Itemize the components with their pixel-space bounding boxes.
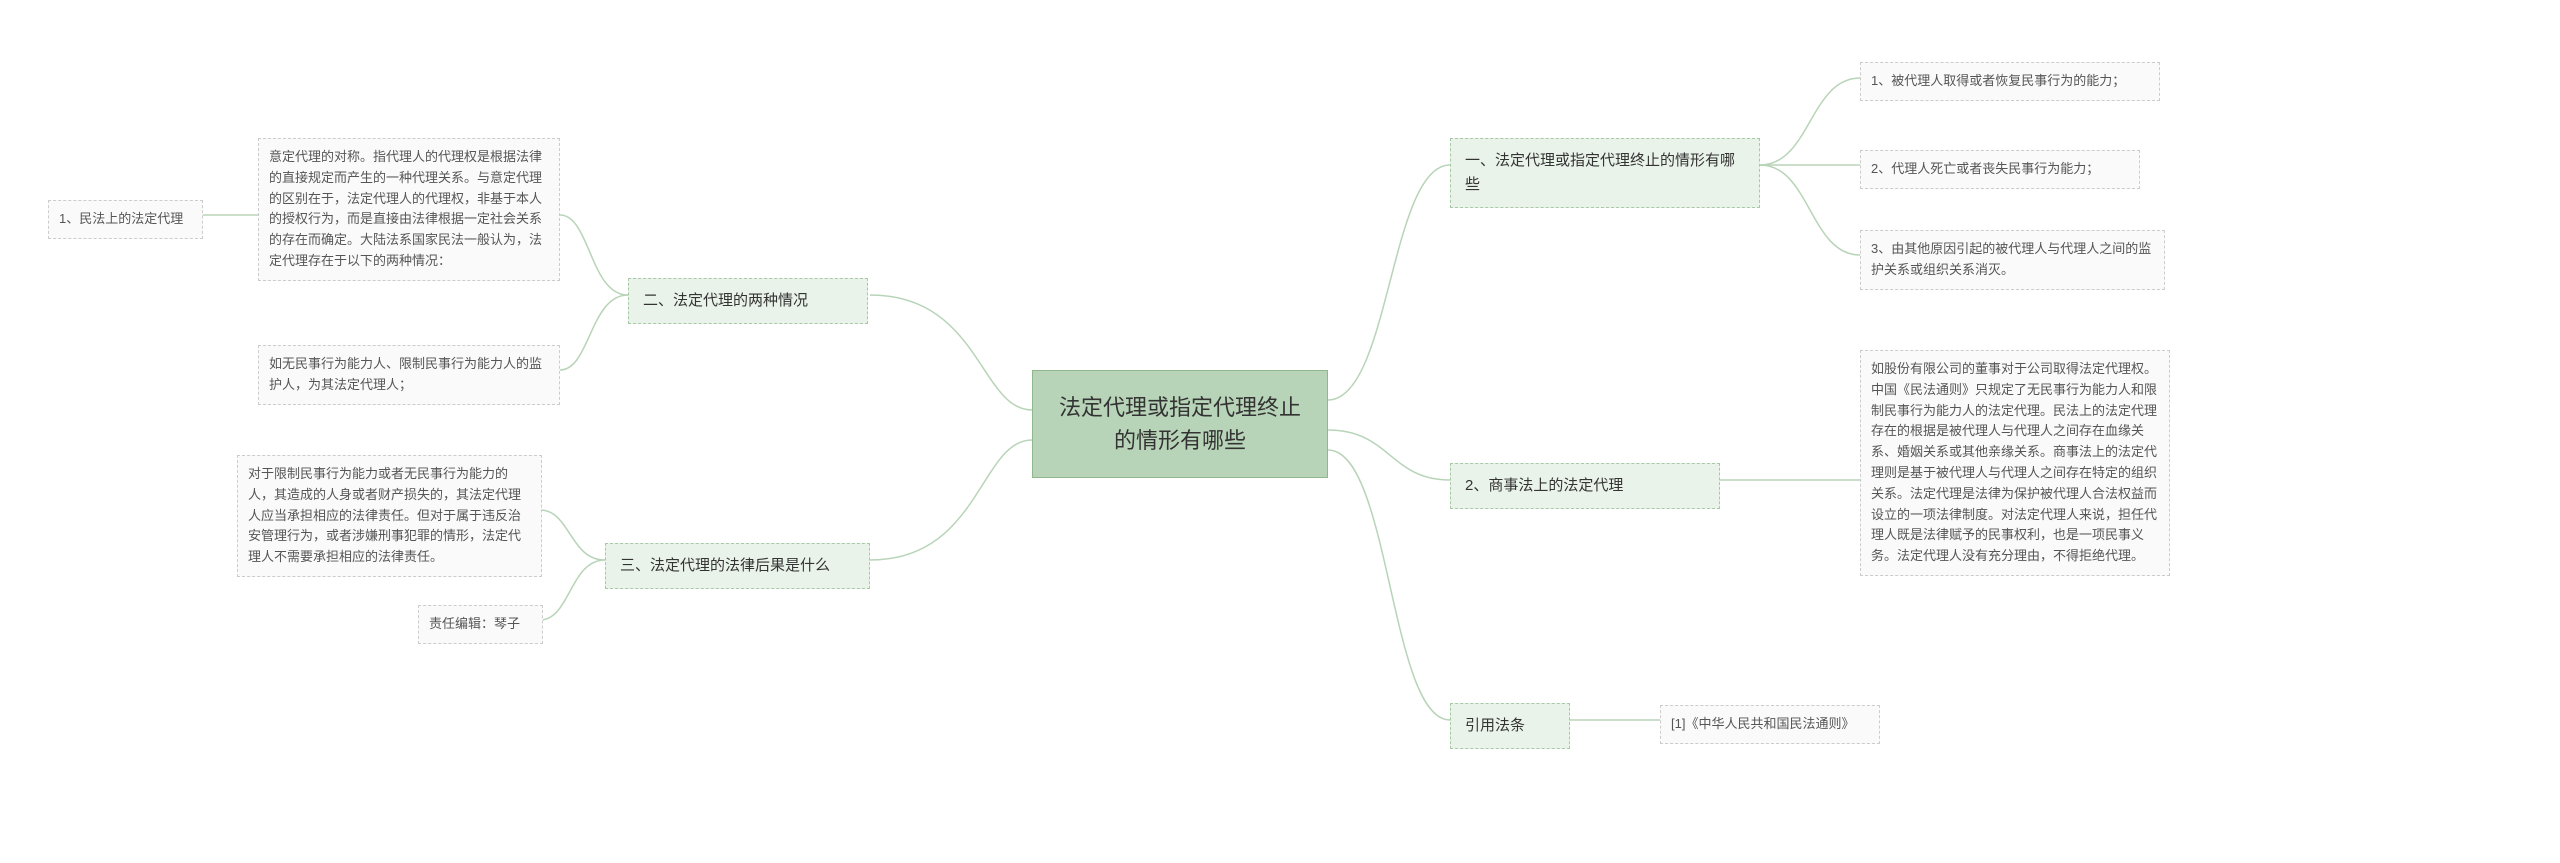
left-b2-leaf1-label[interactable]: 1、民法上的法定代理: [48, 200, 203, 239]
right-b1-leaf1: 1、被代理人取得或者恢复民事行为的能力；: [1860, 62, 2160, 101]
left-b2-leaf1-detail: 意定代理的对称。指代理人的代理权是根据法律的直接规定而产生的一种代理关系。与意定…: [258, 138, 560, 281]
left-branch-3[interactable]: 三、法定代理的法律后果是什么: [605, 543, 870, 589]
right-b3-leaf1: [1]《中华人民共和国民法通则》: [1660, 705, 1880, 744]
right-b1-leaf2: 2、代理人死亡或者丧失民事行为能力；: [1860, 150, 2140, 189]
root-title-line1: 法定代理或指定代理终止: [1057, 391, 1303, 424]
left-b3-leaf2: 责任编辑：琴子: [418, 605, 543, 644]
left-b3-leaf1: 对于限制民事行为能力或者无民事行为能力的人，其造成的人身或者财产损失的，其法定代…: [237, 455, 542, 577]
right-b2-detail: 如股份有限公司的董事对于公司取得法定代理权。中国《民法通则》只规定了无民事行为能…: [1860, 350, 2170, 576]
left-branch-2[interactable]: 二、法定代理的两种情况: [628, 278, 868, 324]
right-b1-label: 一、法定代理或指定代理终止的情形有哪些: [1465, 152, 1735, 193]
right-branch-2[interactable]: 2、商事法上的法定代理: [1450, 463, 1720, 509]
right-b1-leaf3: 3、由其他原因引起的被代理人与代理人之间的监护关系或组织关系消灭。: [1860, 230, 2165, 290]
left-b2-leaf2: 如无民事行为能力人、限制民事行为能力人的监护人，为其法定代理人；: [258, 345, 560, 405]
right-branch-3[interactable]: 引用法条: [1450, 703, 1570, 749]
right-branch-1[interactable]: 一、法定代理或指定代理终止的情形有哪些: [1450, 138, 1760, 208]
root-node[interactable]: 法定代理或指定代理终止 的情形有哪些: [1032, 370, 1328, 478]
root-title-line2: 的情形有哪些: [1057, 424, 1303, 457]
